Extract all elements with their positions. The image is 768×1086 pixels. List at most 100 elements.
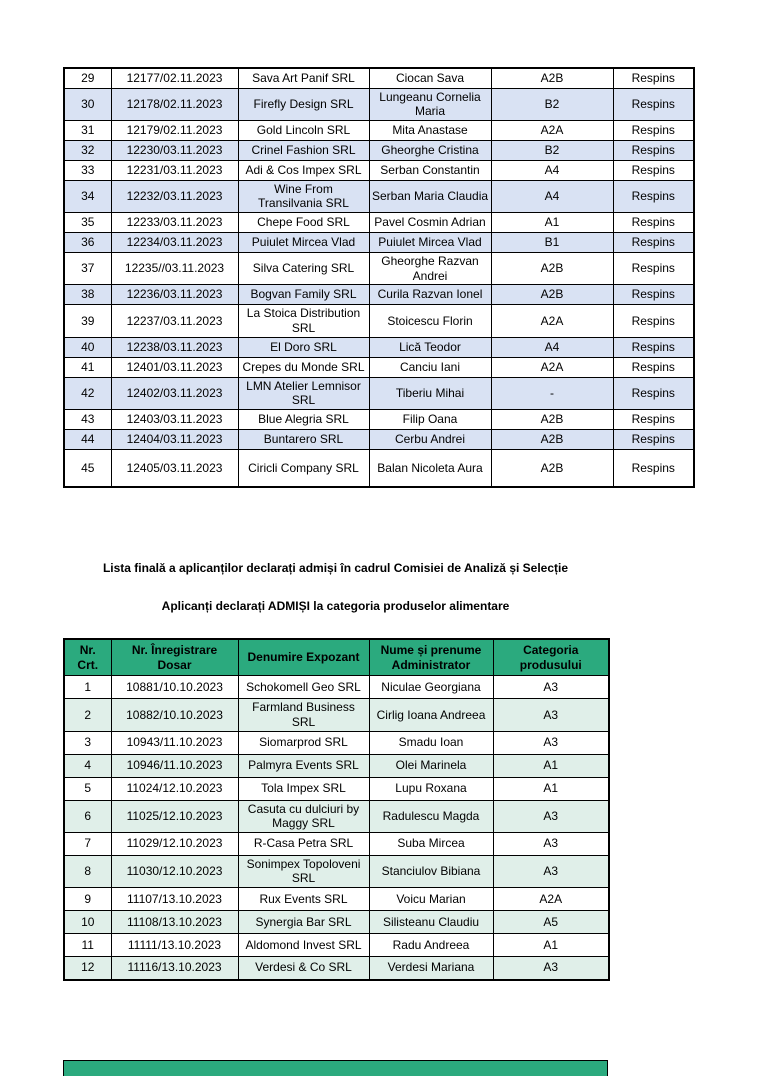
admitted-applicants-table-grid: Nr. Crt. Nr. Înregistrare Dosar Denumire… [63,638,610,981]
table-cell: R-Casa Petra SRL [237,831,370,856]
table-cell: Schokomell Geo SRL [237,675,370,700]
table-cell: Stoicescu Florin [368,304,492,338]
table-cell: A3 [492,799,610,833]
table-cell: Mita Anastase [368,119,492,141]
column-header-categoria-produsului: Categoria produsului [492,638,610,677]
admitted-category-heading: Aplicanți declarați ADMIȘI la categoria … [161,599,510,613]
table-row: 2 10882/10.10.2023 Farmland Business SRL Ci… [63,698,610,732]
table-row: 32 12230/03.11.2023 Crinel Fashion SRL Gheo… [63,139,695,161]
table-cell: Filip Oana [368,408,492,430]
table-cell: Verdesi & Co SRL [237,956,370,980]
table-row: 40 12238/03.11.2023 El Doro SRL Lică Teodor… [63,336,695,358]
table-cell: B1 [490,232,614,253]
table-cell: Respins [612,87,695,121]
table-cell: A2B [490,408,614,430]
table-cell: Lupu Roxana [368,776,494,801]
table-row: 12 11116/13.10.2023 Verdesi & Co SRL Verdes… [63,956,610,980]
table-cell: Gheorghe Cristina [368,139,492,161]
table-cell: Verdesi Mariana [368,956,494,980]
table-cell: 9 [63,887,112,911]
table-cell: Silva Catering SRL [237,251,370,286]
table-row: 29 12177/02.11.2023 Sava Art Panif SRL Cioc… [63,67,695,89]
table-cell: 12179/02.11.2023 [110,119,239,141]
rejected-applicants-table-grid: 29 12177/02.11.2023 Sava Art Panif SRL Cioc… [63,67,695,489]
table-cell: 35 [63,212,112,233]
table-cell: A2B [490,67,614,89]
table-row: 44 12404/03.11.2023 Buntarero SRL Cerbu And… [63,428,695,450]
table-cell: Respins [612,232,695,253]
table-row: 42 12402/03.11.2023 LMN Atelier Lemnisor S… [63,376,695,410]
table-cell: 29 [63,67,112,89]
table-cell: 30 [63,87,112,121]
table-cell: Respins [612,428,695,450]
table-row: 37 12235//03.11.2023 Silva Catering SRL Ghe… [63,251,695,286]
table-cell: 34 [63,179,112,214]
table-cell: Canciu Iani [368,356,492,378]
final-list-heading: Lista finală a aplicanților declarați ad… [102,561,569,575]
table-cell: 41 [63,356,112,378]
table-cell: B2 [490,139,614,161]
table-cell: 11111/13.10.2023 [110,933,239,957]
table-cell: Farmland Business SRL [237,698,370,732]
table-cell: Balan Nicoleta Aura [368,448,492,488]
table-row: 9 11107/13.10.2023 Rux Events SRL Voicu Mar… [63,887,610,911]
table-cell: A4 [490,179,614,214]
table-cell: 12177/02.11.2023 [110,67,239,89]
table-cell: 45 [63,448,112,488]
table-cell: Pavel Cosmin Adrian [368,212,492,233]
table-cell: 5 [63,776,112,801]
table-cell: A3 [492,698,610,732]
table-cell: Respins [612,67,695,89]
table-cell: A3 [492,675,610,700]
table-cell: Respins [612,408,695,430]
column-header-denumire-expozant: Denumire Expozant [237,638,370,677]
table-cell: A3 [492,854,610,889]
table-cell: Gold Lincoln SRL [237,119,370,141]
table-cell: A4 [490,336,614,358]
table-cell: 6 [63,799,112,833]
table-cell: El Doro SRL [237,336,370,358]
table-cell: 12230/03.11.2023 [110,139,239,161]
table-cell: Adi & Cos Impex SRL [237,159,370,181]
table-row: 3 10943/11.10.2023 Siomarprod SRL Smadu Ioa… [63,730,610,755]
table-cell: Tiberiu Mihai [368,376,492,410]
table-cell: Tola Impex SRL [237,776,370,801]
table-cell: 12232/03.11.2023 [110,179,239,214]
section-headings: Lista finală a aplicanților declarați ad… [63,561,608,613]
table-cell: 12404/03.11.2023 [110,428,239,450]
table-cell: A2A [490,356,614,378]
table-cell: 10946/11.10.2023 [110,753,239,778]
table-cell: Chepe Food SRL [237,212,370,233]
table-cell: 10 [63,910,112,934]
table-cell: 11116/13.10.2023 [110,956,239,980]
table-cell: Sava Art Panif SRL [237,67,370,89]
table-cell: A2B [490,251,614,286]
table-cell: 12178/02.11.2023 [110,87,239,121]
table-cell: Palmyra Events SRL [237,753,370,778]
table-row: 6 11025/12.10.2023 Casuta cu dulciuri by M… [63,799,610,833]
table-row: 5 11024/12.10.2023 Tola Impex SRL Lupu Roxa… [63,776,610,801]
table-row: 38 12236/03.11.2023 Bogvan Family SRL Curil… [63,284,695,306]
table-cell: A3 [492,730,610,755]
table-cell: La Stoica Distribution SRL [237,304,370,338]
table-cell: 12231/03.11.2023 [110,159,239,181]
table-cell: Radu Andreea [368,933,494,957]
table-cell: 11030/12.10.2023 [110,854,239,889]
table-cell: A3 [492,956,610,980]
table-cell: A1 [492,933,610,957]
table-cell: 8 [63,854,112,889]
table-cell: Curila Razvan Ionel [368,284,492,306]
table-cell: Siomarprod SRL [237,730,370,755]
table-cell: Puiulet Mircea Vlad [368,232,492,253]
rejected-applicants-table: 29 12177/02.11.2023 Sava Art Panif SRL Cioc… [63,67,695,489]
table-cell: Respins [612,336,695,358]
table-cell: 11024/12.10.2023 [110,776,239,801]
table-row: 30 12178/02.11.2023 Firefly Design SRL Lung… [63,87,695,121]
table-cell: Ciocan Sava [368,67,492,89]
table-header-row: Nr. Crt. Nr. Înregistrare Dosar Denumire… [63,638,610,677]
table-row: 33 12231/03.11.2023 Adi & Cos Impex SRL Ser… [63,159,695,181]
table-cell: 11025/12.10.2023 [110,799,239,833]
table-cell: 12233/03.11.2023 [110,212,239,233]
column-header-nr-crt: Nr. Crt. [63,638,112,677]
table-cell: Cerbu Andrei [368,428,492,450]
